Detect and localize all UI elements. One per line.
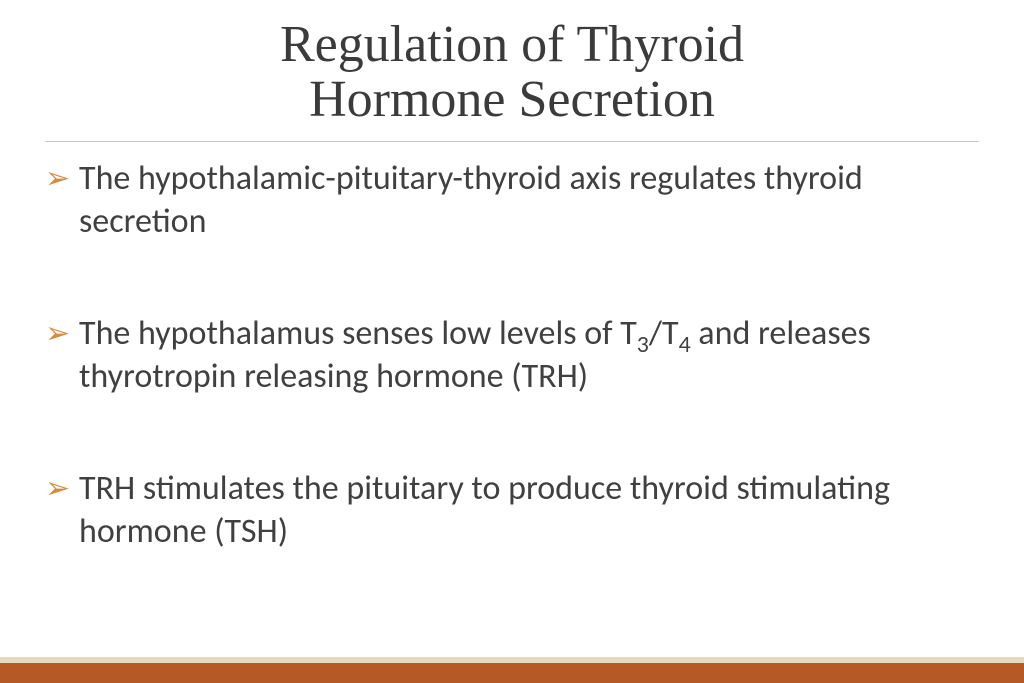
chevron-right-icon: ➢ — [45, 315, 70, 353]
bullet-text: The hypothalamic-pituitary-thyroid axis … — [79, 158, 863, 242]
title-line-2: Hormone Secretion — [309, 71, 715, 128]
slide-title: Regulation of Thyroid Hormone Secretion — [45, 18, 979, 142]
chevron-right-icon: ➢ — [45, 470, 70, 508]
bullet-text: The hypothalamus senses low levels of T3… — [79, 313, 871, 397]
footer-thick-stripe — [0, 663, 1024, 683]
bullet-list: ➢ The hypothalamic-pituitary-thyroid axi… — [45, 158, 979, 553]
footer-accent-bar — [0, 657, 1024, 683]
bullet-item: ➢ TRH stimulates the pituitary to produc… — [45, 468, 979, 553]
chevron-right-icon: ➢ — [45, 160, 70, 198]
slide: Regulation of Thyroid Hormone Secretion … — [0, 0, 1024, 683]
bullet-item: ➢ The hypothalamus senses low levels of … — [45, 313, 979, 398]
bullet-text: TRH stimulates the pituitary to produce … — [79, 468, 890, 552]
bullet-item: ➢ The hypothalamic-pituitary-thyroid axi… — [45, 158, 979, 243]
title-line-1: Regulation of Thyroid — [280, 16, 744, 73]
